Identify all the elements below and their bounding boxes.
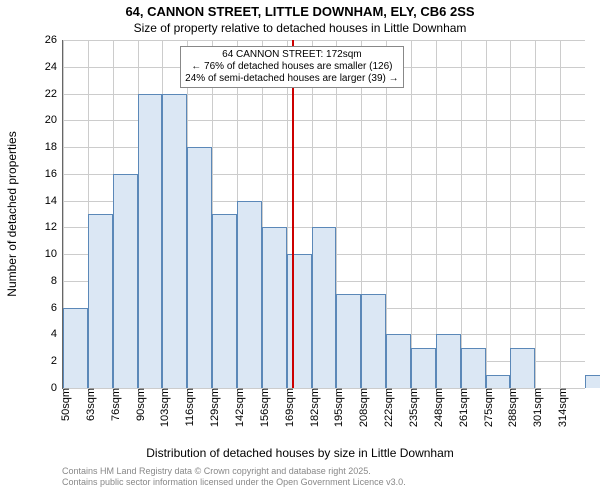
histogram-bar <box>187 147 212 388</box>
xtick-label: 142sqm <box>228 388 246 427</box>
histogram-bar <box>336 294 361 388</box>
ytick-label: 8 <box>51 275 63 287</box>
annotation-line1: 64 CANNON STREET: 172sqm <box>185 49 398 61</box>
histogram-bar <box>436 334 461 388</box>
annotation-line2: ← 76% of detached houses are smaller (12… <box>185 61 398 73</box>
histogram-bar <box>312 227 337 388</box>
ytick-label: 26 <box>45 34 63 46</box>
histogram-bar <box>510 348 535 388</box>
xtick-label: 129sqm <box>203 388 221 427</box>
gridline-x <box>535 40 536 388</box>
xtick-label: 288sqm <box>501 388 519 427</box>
xtick-label: 301sqm <box>526 388 544 427</box>
histogram-bar <box>212 214 237 388</box>
ytick-label: 22 <box>45 88 63 100</box>
x-axis-label: Distribution of detached houses by size … <box>0 446 600 460</box>
histogram-bar <box>262 227 287 388</box>
y-axis-label: Number of detached properties <box>5 131 19 296</box>
annotation-line3: 24% of semi-detached houses are larger (… <box>185 73 398 85</box>
gridline-y <box>63 40 585 41</box>
xtick-label: 63sqm <box>79 388 97 421</box>
histogram-bar <box>63 308 88 388</box>
ytick-label: 2 <box>51 355 63 367</box>
gridline-x <box>560 40 561 388</box>
histogram-bar <box>287 254 312 388</box>
ytick-label: 18 <box>45 141 63 153</box>
xtick-label: 248sqm <box>427 388 445 427</box>
xtick-label: 116sqm <box>178 388 196 426</box>
ytick-label: 24 <box>45 61 63 73</box>
attribution-line2: Contains public sector information licen… <box>62 477 406 488</box>
xtick-label: 90sqm <box>129 388 147 421</box>
histogram-bar <box>411 348 436 388</box>
ytick-label: 12 <box>45 221 63 233</box>
plot-area: 0246810121416182022242650sqm63sqm76sqm90… <box>62 40 585 389</box>
histogram-bar <box>461 348 486 388</box>
xtick-label: 195sqm <box>327 388 345 427</box>
histogram-bar <box>138 94 163 388</box>
chart-subtitle: Size of property relative to detached ho… <box>0 21 600 35</box>
attribution: Contains HM Land Registry data © Crown c… <box>62 466 406 488</box>
ytick-label: 20 <box>45 114 63 126</box>
xtick-label: 261sqm <box>452 388 470 427</box>
xtick-label: 76sqm <box>104 388 122 421</box>
xtick-label: 182sqm <box>303 388 321 427</box>
ytick-label: 6 <box>51 302 63 314</box>
gridline-x <box>510 40 511 388</box>
attribution-line1: Contains HM Land Registry data © Crown c… <box>62 466 406 477</box>
histogram-bar <box>486 375 511 388</box>
xtick-label: 222sqm <box>377 388 395 427</box>
ytick-label: 10 <box>45 248 63 260</box>
histogram-bar <box>386 334 411 388</box>
xtick-label: 169sqm <box>278 388 296 427</box>
ytick-label: 16 <box>45 168 63 180</box>
histogram-bar <box>361 294 386 388</box>
histogram-bar <box>585 375 600 388</box>
chart-title: 64, CANNON STREET, LITTLE DOWNHAM, ELY, … <box>0 4 600 19</box>
histogram-bar <box>237 201 262 388</box>
annotation-box: 64 CANNON STREET: 172sqm ← 76% of detach… <box>180 46 403 88</box>
xtick-label: 50sqm <box>54 388 72 421</box>
xtick-label: 156sqm <box>253 388 271 427</box>
gridline-x <box>461 40 462 388</box>
xtick-label: 235sqm <box>402 388 420 427</box>
gridline-x <box>411 40 412 388</box>
xtick-label: 314sqm <box>551 388 569 427</box>
histogram-bar <box>88 214 113 388</box>
xtick-label: 275sqm <box>477 388 495 427</box>
histogram-bar <box>113 174 138 388</box>
gridline-x <box>486 40 487 388</box>
histogram-bar <box>162 94 187 388</box>
xtick-label: 208sqm <box>352 388 370 427</box>
xtick-label: 103sqm <box>153 388 171 427</box>
ytick-label: 14 <box>45 195 63 207</box>
reference-line <box>292 40 294 388</box>
ytick-label: 4 <box>51 328 63 340</box>
chart-container: 64, CANNON STREET, LITTLE DOWNHAM, ELY, … <box>0 0 600 500</box>
